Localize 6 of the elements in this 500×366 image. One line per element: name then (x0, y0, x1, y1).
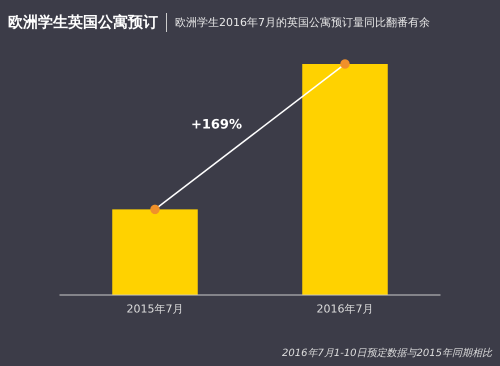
text: 2016年7月1-10日预定数据与2015年同期相比 (282, 346, 492, 360)
x-tick-label: 2015年7月 (126, 302, 184, 316)
chart-subtitle: 欧洲学生2016年7月的英国公寓预订量同比翻番有余 (174, 14, 430, 30)
x-tick-label: 2016年7月 (316, 302, 374, 316)
annotation: +169% (190, 118, 242, 133)
chart-title: 欧洲学生英国公寓预订 (8, 12, 167, 32)
